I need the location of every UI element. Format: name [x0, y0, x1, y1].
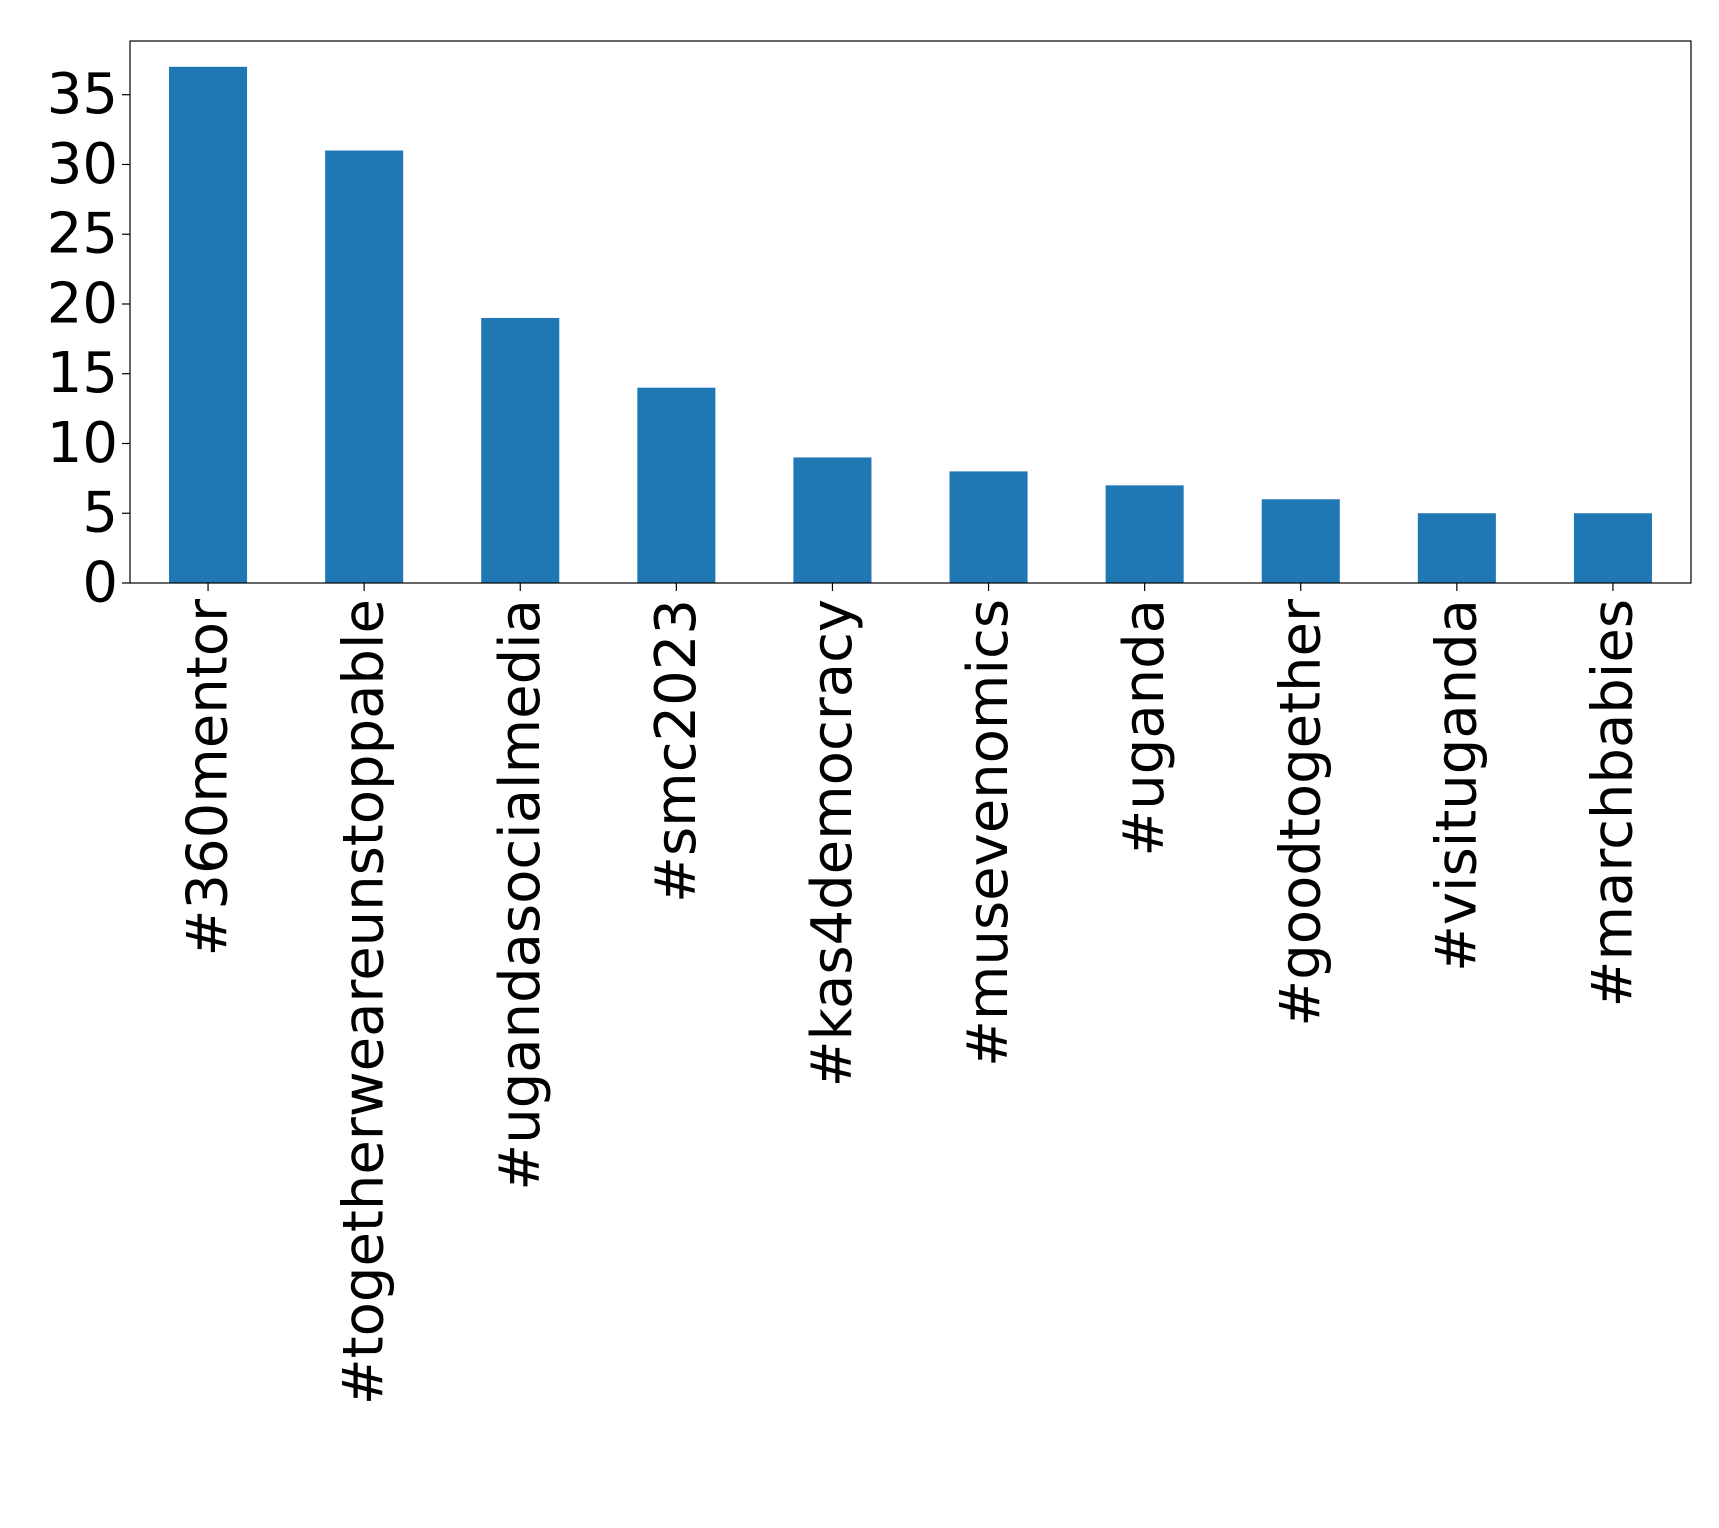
bar	[325, 150, 404, 583]
bar	[1105, 485, 1184, 583]
x-tick-label: #kas4democracy	[800, 599, 865, 1087]
bar	[637, 387, 716, 583]
y-tick-label: 0	[82, 551, 118, 616]
y-tick-label: 30	[47, 132, 118, 197]
x-tick-label: #goodtogether	[1268, 598, 1333, 1027]
bar	[1261, 499, 1340, 583]
bar	[793, 457, 872, 583]
x-tick-label: #smc2023	[644, 599, 709, 903]
x-axis: #360mentor #togetherweareunstoppable #ugan…	[176, 583, 1645, 1405]
x-tick-label: #marchbabies	[1580, 599, 1645, 1007]
x-tick-label: #visituganda	[1424, 599, 1489, 972]
bar	[169, 66, 248, 584]
bar	[481, 317, 560, 583]
x-tick-label: #ugandasocialmedia	[488, 599, 553, 1191]
y-tick-label: 5	[82, 481, 118, 546]
x-tick-label: #musevenomics	[956, 599, 1021, 1067]
y-tick-label: 10	[47, 411, 118, 476]
y-tick-label: 25	[47, 202, 118, 267]
y-tick-label: 20	[47, 271, 118, 336]
bars-layer	[169, 66, 1652, 584]
bar	[949, 471, 1028, 583]
x-tick-label: #360mentor	[176, 598, 241, 957]
y-tick-label: 35	[47, 62, 118, 127]
bar	[1417, 513, 1496, 583]
x-tick-label: #togetherweareunstoppable	[332, 599, 397, 1405]
y-tick-label: 15	[47, 341, 118, 406]
bar	[1573, 513, 1652, 583]
plot-frame	[129, 40, 1692, 584]
x-tick-label: #uganda	[1112, 599, 1177, 857]
